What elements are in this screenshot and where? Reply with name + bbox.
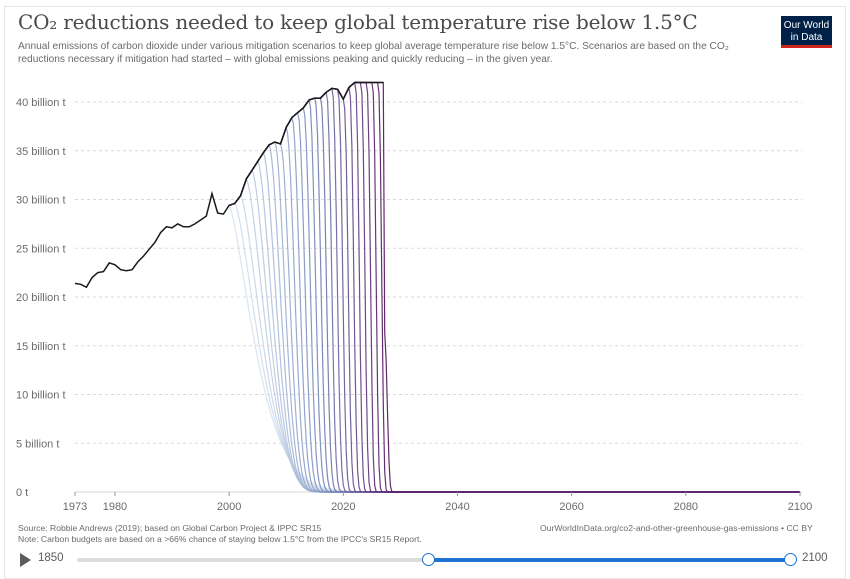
scenario-line xyxy=(228,141,800,493)
source-note: Source: Robbie Andrews (2019); based on … xyxy=(18,523,422,544)
timeline-end-handle[interactable] xyxy=(784,553,797,566)
source-text: Source: Robbie Andrews (2019); based on … xyxy=(18,523,322,533)
play-icon[interactable] xyxy=(20,553,31,567)
logo-line-1: Our World xyxy=(783,20,830,31)
timeline-start-label: 1850 xyxy=(38,552,64,564)
y-tick-label: 10 billion t xyxy=(16,390,66,402)
logo-accent-bar xyxy=(781,45,832,48)
y-tick-label: 20 billion t xyxy=(16,292,66,304)
timeline-selected-range xyxy=(428,558,791,562)
y-tick-label: 5 billion t xyxy=(16,438,59,450)
timeline-start-handle[interactable] xyxy=(422,553,435,566)
owid-logo[interactable]: Our World in Data xyxy=(781,16,832,48)
scenario-line xyxy=(228,151,800,493)
y-axis-ticks: 0 t 5 billion t 10 billion t 15 billion t 20… xyxy=(16,97,66,499)
logo-line-2: in Data xyxy=(790,32,823,43)
timeline-slider[interactable]: 1850 2100 xyxy=(0,548,850,572)
scenario-line xyxy=(228,143,800,493)
x-tick-label: 1980 xyxy=(103,501,127,513)
historical-line-group xyxy=(74,81,384,289)
x-tick-label: 2080 xyxy=(674,501,698,513)
x-tick-label: 2000 xyxy=(217,501,241,513)
y-tick-label: 40 billion t xyxy=(16,97,66,109)
y-tick-label: 30 billion t xyxy=(16,195,66,207)
source-url[interactable]: OurWorldInData.org/co2-and-other-greenho… xyxy=(540,523,813,533)
y-tick-label: 15 billion t xyxy=(16,341,66,353)
y-tick-label: 25 billion t xyxy=(16,243,66,255)
x-tick-label: 1973 xyxy=(63,501,87,513)
chart-title: CO₂ reductions needed to keep global tem… xyxy=(18,10,698,34)
chart-subtitle: Annual emissions of carbon dioxide under… xyxy=(18,41,729,65)
scenario-line xyxy=(228,81,800,493)
scenario-lines xyxy=(228,81,800,493)
x-tick-label: 2020 xyxy=(331,501,355,513)
note-text: Note: Carbon budgets are based on a >66%… xyxy=(18,533,422,544)
x-tick-label: 2040 xyxy=(445,501,469,513)
y-tick-label: 35 billion t xyxy=(16,146,66,158)
timeline-end-label: 2100 xyxy=(802,552,828,564)
x-tick-label: 2100 xyxy=(788,501,812,513)
y-tick-label: 0 t xyxy=(16,487,28,499)
x-axis-ticks: 1973 1980 2000 2020 2040 2060 2080 2100 xyxy=(63,492,812,513)
x-tick-label: 2060 xyxy=(559,501,583,513)
historical-line xyxy=(74,81,384,289)
gridlines xyxy=(75,101,802,493)
scenario-line xyxy=(228,106,800,493)
scenario-line xyxy=(228,141,800,493)
scenario-line xyxy=(228,160,800,493)
